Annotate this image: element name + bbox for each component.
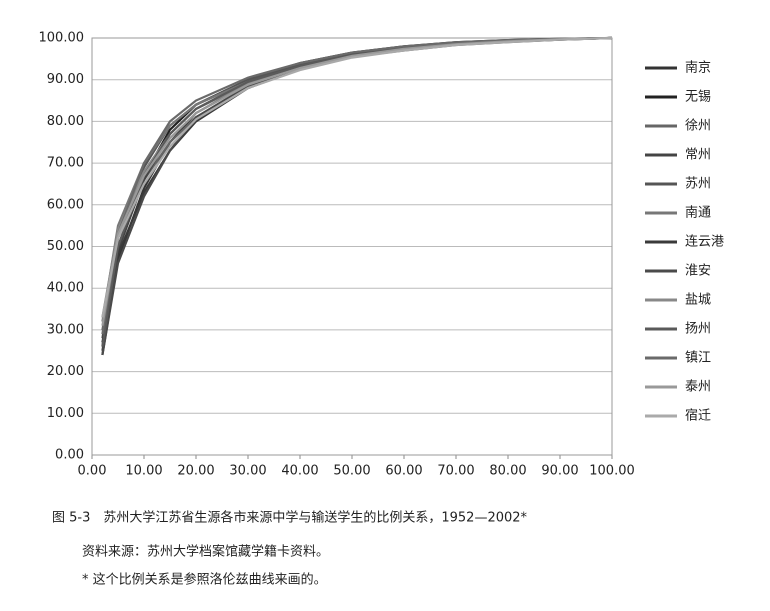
caption: 图 5-3 苏州大学江苏省生源各市来源中学与输送学生的比例关系，1952—200…: [52, 510, 528, 526]
legend-label: 淮安: [685, 264, 711, 279]
y-tick-label: 60.00: [47, 197, 84, 212]
x-tick-label: 10.00: [125, 464, 162, 479]
series-line: [101, 36, 613, 343]
series-line: [101, 36, 613, 318]
series-line: [101, 36, 613, 331]
legend-label: 无锡: [685, 90, 711, 105]
legend-label: 徐州: [685, 119, 711, 134]
series-line: [101, 36, 613, 335]
series-line: [101, 36, 613, 356]
legend-label: 盐城: [685, 293, 711, 308]
x-tick-label: 40.00: [281, 464, 318, 479]
y-tick-label: 70.00: [47, 156, 84, 171]
x-tick-label: 0.00: [78, 464, 107, 479]
series-line: [101, 36, 613, 347]
y-tick-label: 50.00: [47, 239, 84, 254]
x-tick-label: 90.00: [541, 464, 578, 479]
legend-label: 镇江: [685, 351, 711, 366]
legend-label: 宿迁: [685, 408, 711, 424]
note: * 这个比例关系是参照洛伦兹曲线来画的。: [82, 572, 327, 588]
y-tick-label: 0.00: [55, 448, 84, 463]
legend-label: 苏州: [685, 176, 711, 192]
y-tick-label: 40.00: [47, 281, 84, 296]
x-tick-label: 30.00: [229, 464, 266, 479]
y-tick-label: 20.00: [47, 364, 84, 379]
plot-frame: [91, 37, 613, 456]
legend-label: 连云港: [685, 234, 724, 250]
series-line: [101, 36, 613, 356]
y-tick-label: 10.00: [47, 406, 84, 421]
series-line: [101, 36, 613, 351]
x-tick-label: 80.00: [489, 464, 526, 479]
legend-label: 泰州: [685, 380, 711, 395]
legend-label: 南京: [685, 60, 711, 76]
x-tick-label: 60.00: [385, 464, 422, 479]
source: 资料来源：苏州大学档案馆藏学籍卡资料。: [82, 544, 329, 560]
series-line: [101, 36, 613, 322]
y-tick-label: 100.00: [39, 31, 85, 46]
legend-label: 扬州: [685, 322, 711, 337]
y-tick-label: 90.00: [47, 72, 84, 87]
x-tick-label: 20.00: [177, 464, 214, 479]
legend-label: 南通: [685, 205, 711, 221]
x-tick-label: 100.00: [589, 464, 635, 479]
series-line: [101, 36, 613, 326]
series-line: [101, 36, 613, 347]
x-tick-label: 50.00: [333, 464, 370, 479]
legend-label: 常州: [685, 148, 711, 163]
x-tick-label: 70.00: [437, 464, 474, 479]
y-tick-label: 30.00: [47, 322, 84, 337]
y-tick-label: 80.00: [47, 114, 84, 129]
series-line: [101, 36, 613, 339]
